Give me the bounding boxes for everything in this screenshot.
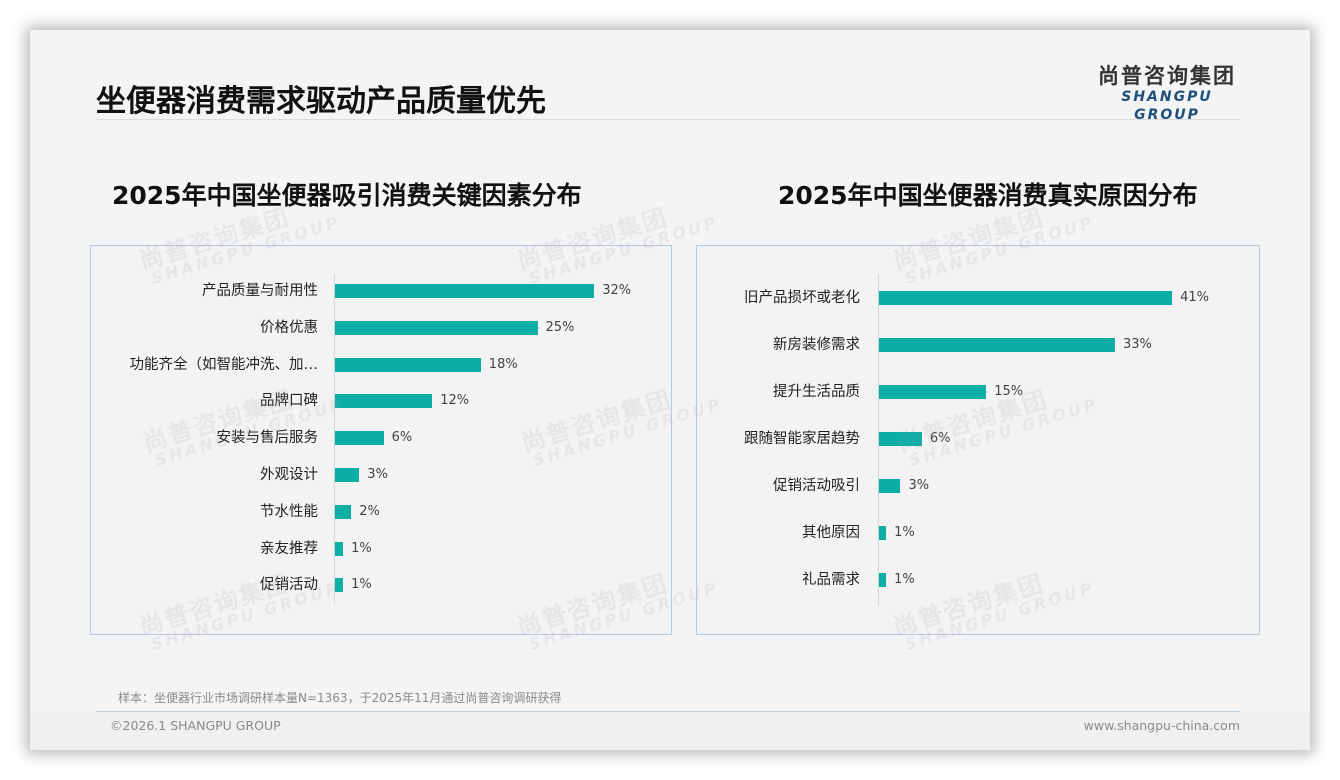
bar [879, 432, 922, 446]
value-label: 32% [602, 283, 632, 298]
bar-row: 功能齐全（如智能冲洗、加… 18% [91, 355, 671, 375]
bar-row: 品牌口碑 12% [91, 391, 671, 411]
category-label: 新房装修需求 [773, 337, 860, 353]
sample-note: 样本：坐便器行业市场调研样本量N=1363，于2025年11月通过尚普咨询调研获… [118, 691, 562, 705]
website-link[interactable]: www.shangpu-china.com [1083, 718, 1240, 733]
value-label: 3% [908, 478, 930, 493]
category-label: 提升生活品质 [773, 384, 860, 400]
bar-row: 外观设计 3% [91, 465, 671, 485]
bar-row: 产品质量与耐用性 32% [91, 281, 671, 301]
bar [335, 504, 352, 519]
footer-divider [96, 711, 1240, 712]
category-label: 功能齐全（如智能冲洗、加… [129, 356, 319, 373]
value-label: 1% [894, 525, 915, 540]
value-label: 3% [367, 467, 388, 482]
value-label: 41% [1180, 290, 1210, 305]
value-label: 6% [929, 431, 951, 446]
logo-english: SHANGPU GROUP [1121, 89, 1213, 123]
category-label: 安装与售后服务 [216, 430, 319, 447]
category-label: 促销活动吸引 [773, 478, 860, 494]
bar [879, 338, 1115, 352]
chart-title-right: 2025年中国坐便器消费真实原因分布 [778, 181, 1198, 210]
value-label: 1% [351, 577, 372, 593]
category-label: 其他原因 [802, 525, 860, 541]
value-label: 15% [994, 384, 1024, 399]
y-axis-left [334, 274, 335, 604]
value-label: 33% [1122, 337, 1152, 352]
bar [879, 385, 987, 399]
value-label: 1% [351, 540, 372, 556]
chart-panel-left: 产品质量与耐用性 32% 价格优惠 25% 功能齐全（如智能冲洗、加… 18% 品牌口碑 12… [90, 245, 672, 635]
bar-row: 新房装修需求 33% [697, 335, 1259, 355]
category-label: 亲友推荐 [260, 540, 318, 557]
value-label: 18% [488, 356, 518, 372]
bar [335, 431, 384, 446]
chart-title-left: 2025年中国坐便器吸引消费关键因素分布 [112, 181, 582, 210]
bar-row: 节水性能 2% [91, 502, 671, 522]
bar [879, 526, 887, 540]
y-axis-right [878, 274, 879, 606]
category-label: 价格优惠 [260, 319, 318, 336]
bar-row: 跟随智能家居趋势 6% [697, 429, 1259, 449]
value-label: 1% [894, 572, 915, 587]
logo-chinese: 尚普咨询集团 [1098, 64, 1236, 88]
category-label: 节水性能 [260, 503, 318, 520]
bar-row: 提升生活品质 15% [697, 382, 1259, 402]
category-label: 旧产品损坏或老化 [744, 290, 860, 306]
category-label: 产品质量与耐用性 [202, 283, 318, 299]
bar [335, 578, 344, 593]
company-logo: 尚普咨询集团 SHANGPU GROUP [1087, 64, 1247, 124]
bar-row: 亲友推荐 1% [91, 539, 671, 559]
category-label: 跟随智能家居趋势 [744, 431, 860, 447]
bar-row: 促销活动 1% [91, 575, 671, 595]
bar-row: 旧产品损坏或老化 41% [697, 288, 1259, 308]
bar [335, 357, 481, 372]
category-label: 品牌口碑 [260, 393, 318, 410]
category-label: 礼品需求 [802, 572, 860, 588]
bar [335, 394, 433, 409]
page-title: 坐便器消费需求驱动产品质量优先 [96, 84, 546, 119]
bar-row: 礼品需求 1% [697, 570, 1259, 590]
category-label: 促销活动 [260, 577, 318, 594]
value-label: 12% [440, 393, 470, 409]
bar [879, 573, 887, 587]
category-label: 外观设计 [260, 467, 318, 483]
slide: 坐便器消费需求驱动产品质量优先 尚普咨询集团 SHANGPU GROUP 202… [30, 30, 1310, 750]
bar [335, 284, 595, 298]
bar [879, 291, 1173, 305]
bar-row: 促销活动吸引 3% [697, 476, 1259, 496]
value-label: 2% [359, 503, 380, 519]
bar-row: 其他原因 1% [697, 523, 1259, 543]
bar-row: 价格优惠 25% [91, 318, 671, 338]
value-label: 6% [391, 430, 413, 446]
bar-row: 安装与售后服务 6% [91, 428, 671, 448]
bar [335, 468, 360, 482]
bar [335, 541, 344, 556]
bar [879, 479, 901, 493]
title-divider [96, 119, 1240, 120]
footer-bar [30, 712, 1310, 750]
bar [335, 320, 538, 335]
value-label: 25% [545, 319, 575, 335]
copyright: ©2026.1 SHANGPU GROUP [110, 718, 281, 733]
chart-panel-right: 旧产品损坏或老化 41% 新房装修需求 33% 提升生活品质 15% 跟随智能家居趋势 6% 促… [696, 245, 1260, 635]
